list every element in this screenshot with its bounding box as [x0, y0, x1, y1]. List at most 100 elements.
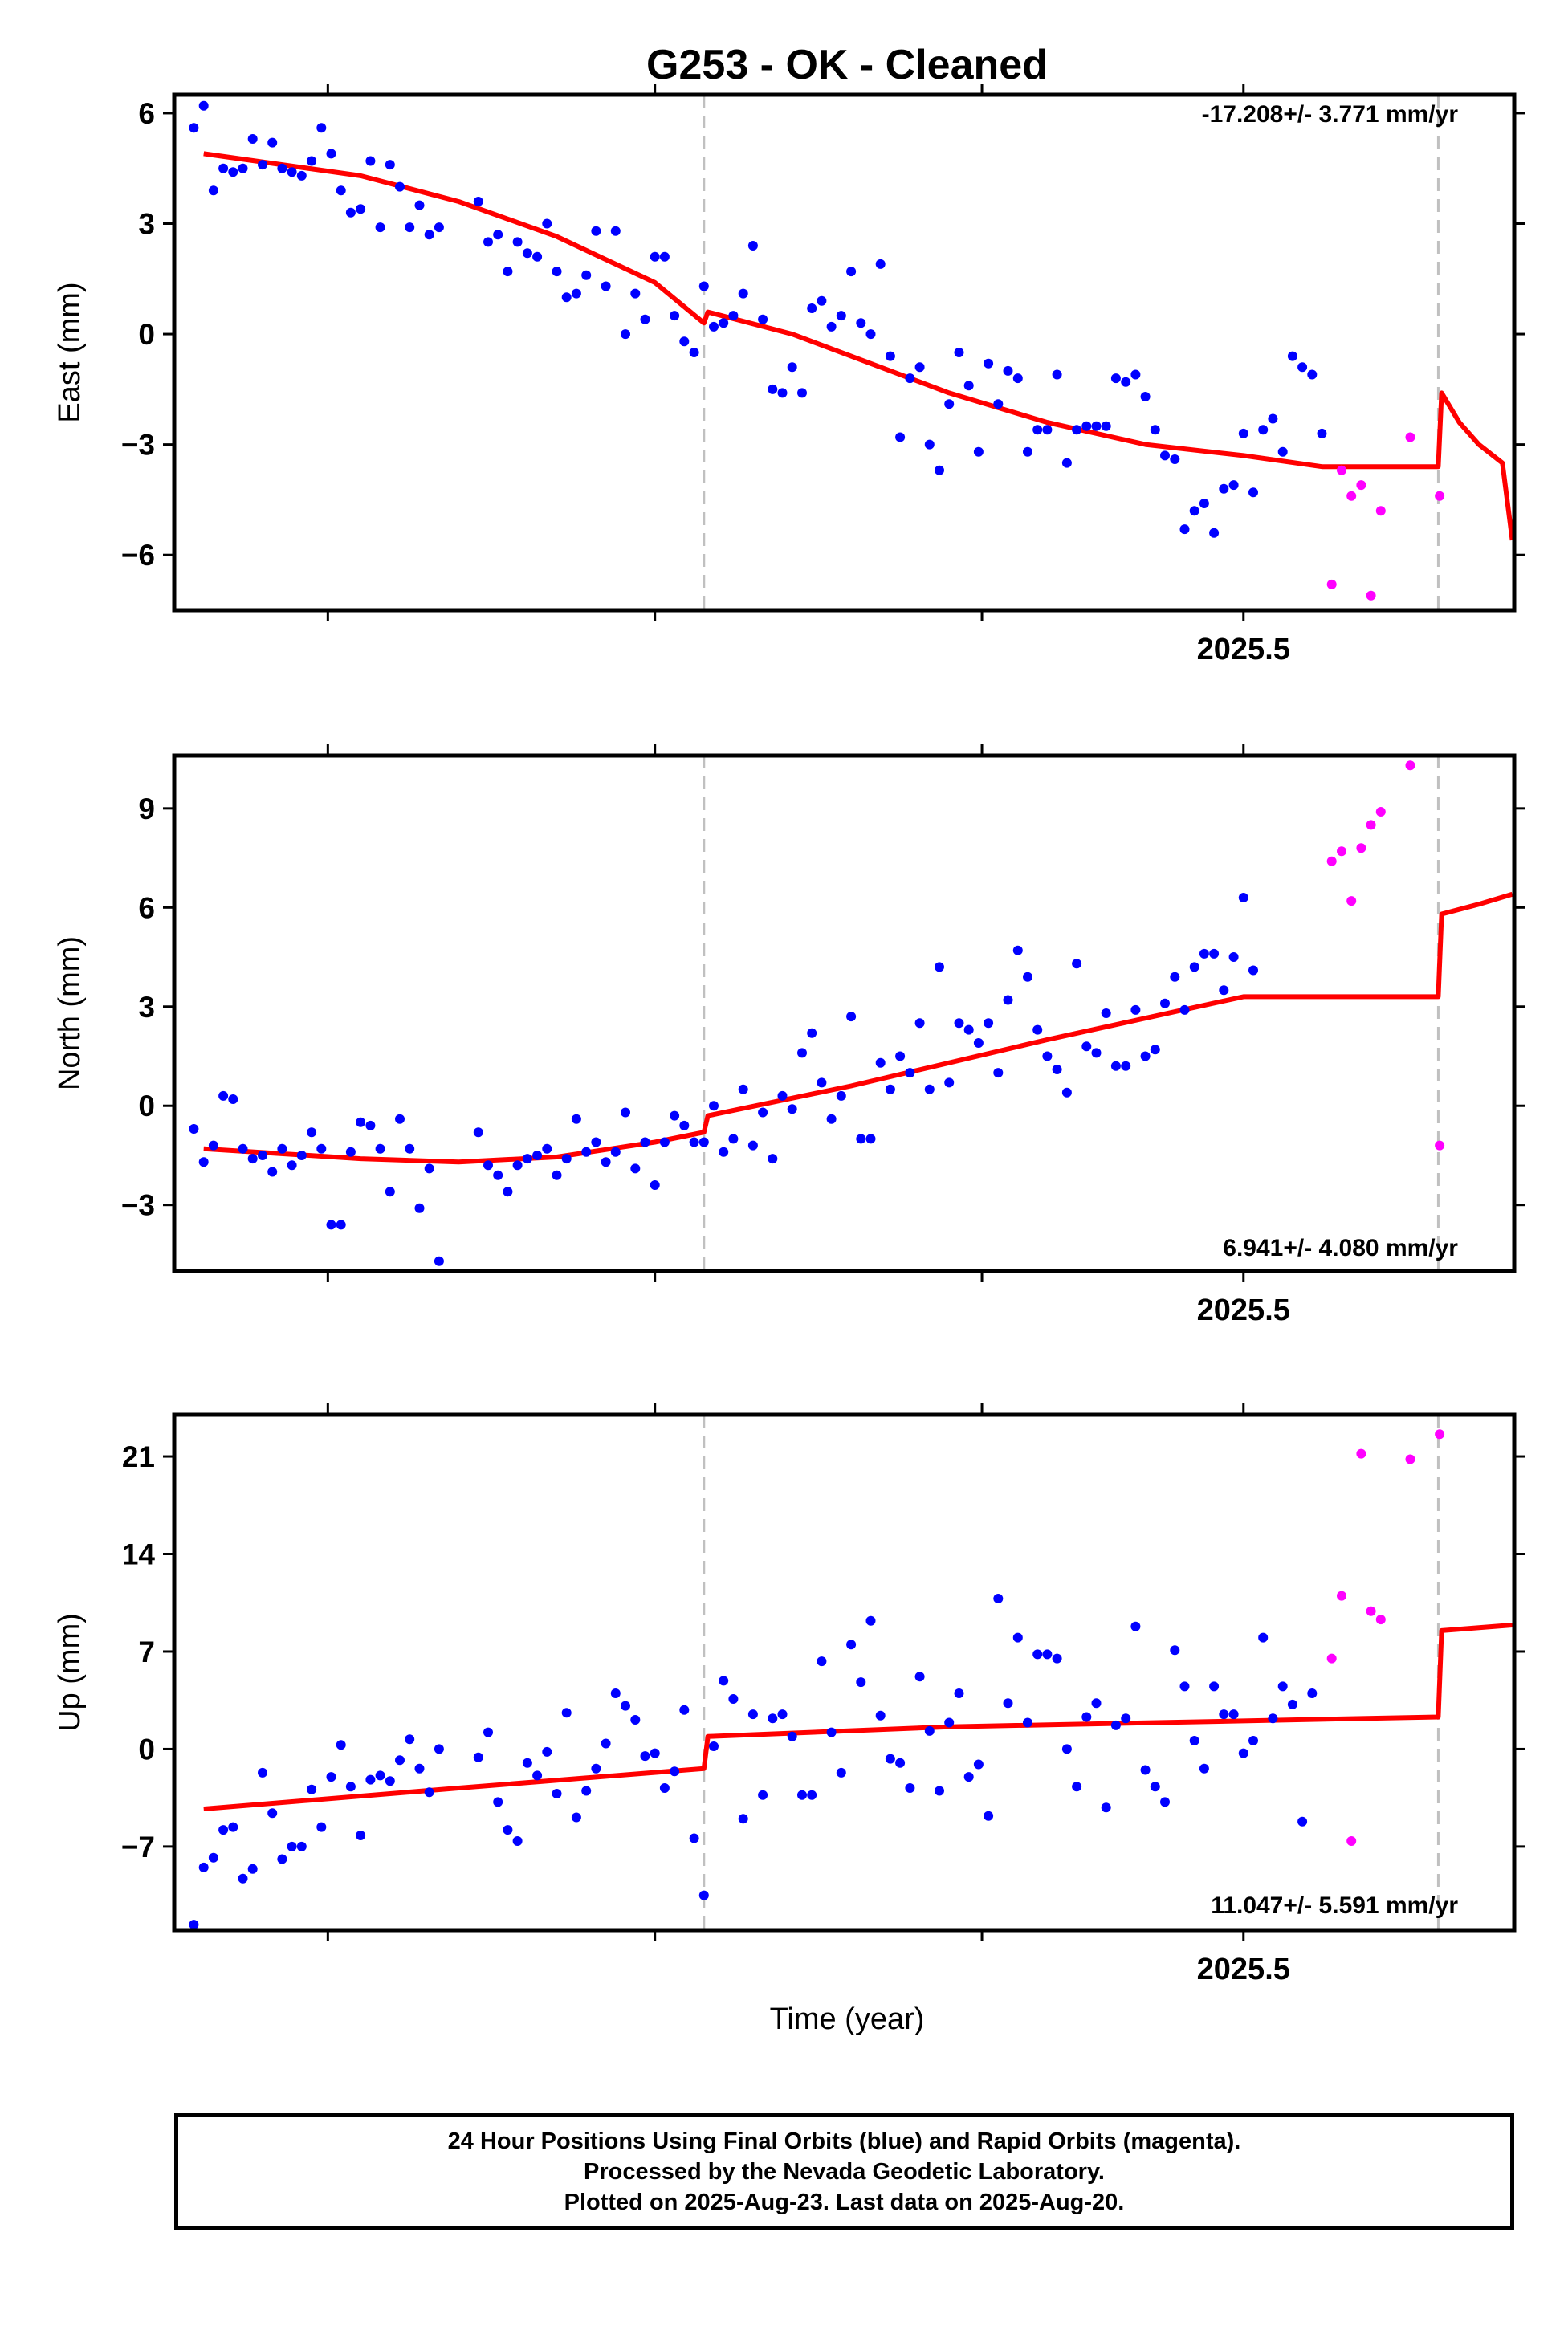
rapid-orbit-point — [1346, 896, 1357, 906]
final-orbit-point — [571, 1114, 581, 1124]
final-orbit-point — [552, 267, 562, 277]
y-axis-label: Up (mm) — [53, 1613, 87, 1732]
final-orbit-point — [1209, 948, 1220, 959]
final-orbit-point — [316, 1143, 327, 1154]
final-orbit-point — [670, 1110, 680, 1121]
final-orbit-point — [1042, 425, 1053, 435]
final-orbit-point — [1160, 450, 1170, 461]
final-orbit-point — [650, 251, 660, 262]
final-orbit-point — [1061, 1744, 1072, 1754]
final-orbit-point — [238, 1873, 248, 1884]
final-orbit-point — [875, 1710, 886, 1721]
y-tick-label: 3 — [138, 991, 155, 1024]
final-orbit-point — [1072, 1782, 1082, 1792]
final-orbit-point — [356, 1831, 366, 1840]
final-orbit-point — [630, 1163, 641, 1174]
final-orbit-point — [1042, 1649, 1053, 1660]
final-orbit-point — [865, 329, 876, 340]
final-orbit-point — [1268, 1713, 1278, 1724]
final-orbit-point — [719, 318, 729, 328]
final-orbit-point — [601, 281, 611, 291]
final-orbit-point — [1052, 369, 1062, 380]
final-orbit-point — [365, 1120, 376, 1130]
rapid-orbit-point — [1346, 491, 1357, 501]
final-orbit-point — [473, 197, 483, 206]
final-orbit-point — [1248, 965, 1258, 976]
final-orbit-point — [267, 137, 278, 148]
final-orbit-point — [571, 1812, 581, 1823]
y-tick-label: −7 — [121, 1831, 155, 1864]
final-orbit-point — [650, 1748, 660, 1758]
panel-1: 6 3 0 −3 −6 2025.5 East (mm) -17.208+/- 3.771 m… — [53, 84, 1525, 666]
final-orbit-point — [1101, 1802, 1111, 1813]
final-orbit-point — [728, 311, 739, 321]
final-orbit-point — [414, 1203, 425, 1213]
final-orbit-point — [1219, 1709, 1229, 1720]
final-orbit-point — [385, 160, 395, 170]
final-orbit-point — [905, 1783, 915, 1793]
final-orbit-point — [552, 1170, 562, 1180]
rapid-orbit-point — [1356, 480, 1366, 491]
final-orbit-point — [640, 314, 650, 324]
final-orbit-point — [846, 1640, 857, 1650]
final-orbit-point — [1032, 1024, 1043, 1035]
final-orbit-point — [483, 237, 493, 247]
rapid-orbit-point — [1356, 843, 1366, 853]
velocity-rate-label: 11.047+/- 5.591 mm/yr — [1211, 1892, 1458, 1919]
final-orbit-point — [1091, 1048, 1102, 1058]
final-orbit-point — [296, 1151, 307, 1160]
final-orbit-point — [1179, 1004, 1190, 1015]
final-orbit-point — [797, 388, 807, 398]
final-orbit-point — [621, 1701, 630, 1711]
final-orbit-point — [365, 1774, 376, 1785]
final-orbit-point — [414, 200, 425, 210]
final-orbit-point — [581, 1147, 592, 1157]
final-orbit-point — [365, 156, 376, 166]
final-orbit-point — [719, 1676, 729, 1686]
final-orbit-point — [1297, 1816, 1308, 1827]
final-orbit-point — [258, 1151, 267, 1160]
final-orbit-point — [1277, 1681, 1288, 1692]
final-orbit-point — [1081, 1041, 1092, 1052]
final-orbit-point — [493, 230, 503, 240]
final-orbit-point — [826, 1727, 837, 1737]
final-orbit-point — [826, 321, 837, 332]
model-fit-line — [203, 151, 1515, 541]
x-tick-label: 2025.5 — [1197, 1293, 1290, 1327]
final-orbit-point — [375, 1770, 385, 1781]
final-orbit-point — [503, 1825, 513, 1835]
final-orbit-point — [1072, 959, 1082, 969]
final-orbit-point — [532, 251, 543, 262]
rapid-orbit-point — [1405, 1454, 1415, 1464]
final-orbit-point — [709, 1101, 719, 1111]
final-orbit-point — [1091, 1698, 1102, 1709]
final-orbit-point — [198, 1862, 209, 1872]
final-orbit-point — [719, 1147, 729, 1157]
final-orbit-point — [307, 1127, 317, 1138]
final-orbit-point — [1179, 1681, 1190, 1692]
final-orbit-point — [189, 1124, 199, 1134]
rapid-orbit-point — [1337, 1591, 1346, 1601]
rapid-orbit-point — [1375, 506, 1386, 516]
plot-frame — [172, 1412, 1517, 1933]
y-axis-label: North (mm) — [53, 936, 87, 1090]
final-orbit-point — [993, 399, 1004, 409]
final-orbit-point — [679, 1120, 690, 1130]
final-orbit-point — [698, 1137, 709, 1147]
final-orbit-point — [1287, 1699, 1297, 1709]
final-orbit-point — [434, 1256, 444, 1266]
final-orbit-point — [434, 1744, 444, 1754]
final-orbit-point — [512, 1160, 523, 1171]
final-orbit-point — [905, 1068, 915, 1078]
final-orbit-point — [1130, 1004, 1141, 1015]
final-orbit-point — [895, 432, 906, 442]
final-orbit-point — [747, 1709, 758, 1720]
final-orbit-point — [944, 1717, 955, 1728]
final-orbit-point — [728, 1694, 739, 1704]
final-orbit-point — [1199, 1763, 1209, 1774]
final-orbit-point — [395, 1755, 405, 1766]
y-tick-label: 0 — [138, 1090, 155, 1122]
final-orbit-point — [885, 1084, 895, 1094]
final-orbit-point — [1052, 1653, 1062, 1664]
final-orbit-point — [797, 1790, 807, 1800]
